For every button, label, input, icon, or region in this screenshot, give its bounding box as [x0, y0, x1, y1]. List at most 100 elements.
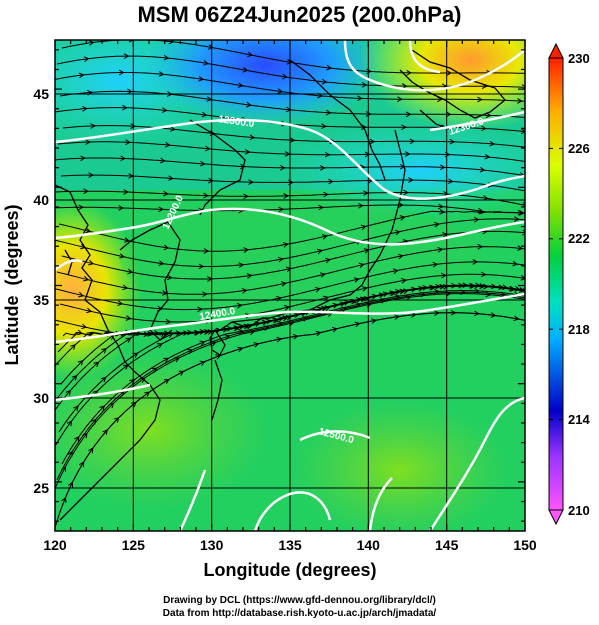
x-tick-label: 140 — [357, 537, 381, 553]
streamline-arrow — [432, 261, 439, 268]
streamline-arrow — [446, 70, 452, 76]
x-tick-labels: 120 125 130 135 140 145 150 — [43, 537, 537, 553]
streamline-arrow — [242, 67, 249, 73]
streamline-arrow — [246, 273, 253, 279]
streamline-arrow — [366, 302, 373, 308]
streamline-arrow — [202, 291, 208, 298]
colorbar-tick-label: 214 — [568, 412, 590, 427]
streamline-arrow — [199, 360, 206, 366]
streamline-arrow — [277, 88, 284, 94]
streamline-arrow — [158, 71, 165, 77]
streamline-arrow — [328, 178, 334, 185]
streamline-arrow — [278, 206, 284, 213]
y-tick-labels: 25 30 35 40 45 — [33, 86, 49, 496]
streamline-arrow — [130, 123, 136, 129]
streamline-arrow — [445, 111, 452, 118]
streamline-arrow — [249, 134, 256, 141]
credit-data-source: Data from http://database.rish.kyoto-u.a… — [162, 608, 437, 619]
streamline — [60, 174, 525, 192]
streamline-arrow — [203, 192, 209, 199]
streamline-arrow — [65, 389, 72, 396]
streamline-arrow — [160, 157, 166, 164]
streamline-arrow — [158, 260, 165, 266]
streamline-arrow — [442, 191, 449, 197]
streamline-arrow — [239, 163, 246, 170]
streamline-arrow — [445, 291, 452, 297]
streamline-arrow — [120, 155, 126, 162]
x-tick-label: 150 — [513, 537, 537, 553]
streamline-arrow — [354, 321, 361, 328]
streamline-arrow — [509, 286, 516, 292]
streamline-arrow — [285, 266, 292, 273]
streamline-arrow — [249, 329, 256, 336]
streamline-arrow — [317, 92, 323, 99]
streamline-arrow — [198, 76, 205, 82]
streamline-arrow — [326, 64, 333, 71]
streamline-arrow — [163, 190, 169, 197]
streamline-arrow — [244, 148, 251, 155]
y-tick-label: 30 — [33, 390, 49, 406]
streamline-arrow — [93, 361, 100, 368]
streamline-arrow — [358, 262, 365, 269]
streamline-arrow — [199, 160, 206, 167]
streamline-arrow — [209, 130, 216, 137]
streamline — [55, 285, 525, 448]
streamline-arrow — [78, 72, 85, 79]
streamline-arrow — [123, 189, 130, 195]
streamline-arrow — [470, 283, 476, 289]
streamline — [61, 290, 525, 465]
streamline-arrow — [77, 359, 84, 366]
graticule — [55, 40, 525, 531]
streamline-arrow — [83, 188, 90, 195]
streamline-arrow — [74, 435, 80, 442]
streamline-arrow — [522, 229, 525, 236]
colorbar-min-arrow — [548, 509, 564, 526]
streamline-arrow — [170, 126, 176, 132]
x-tick-label: 145 — [435, 537, 459, 553]
streamline — [61, 230, 525, 280]
streamline-arrow — [70, 344, 76, 350]
streamline-arrow — [401, 124, 407, 131]
streamline-arrow — [405, 294, 412, 301]
streamline-arrow — [361, 124, 367, 130]
streamline-arrow — [484, 153, 491, 160]
streamline-arrow — [158, 206, 165, 213]
streamline-arrow — [520, 275, 525, 281]
streamline-arrow — [123, 53, 130, 59]
streamline-arrow — [101, 348, 108, 354]
streamline-arrow — [408, 177, 414, 183]
streamline — [58, 210, 525, 252]
y-tick-label: 35 — [33, 292, 49, 308]
streamline-arrow — [276, 336, 283, 343]
streamline-arrow — [392, 268, 399, 274]
streamline-arrow — [168, 175, 174, 182]
colorbar-tick-label: 226 — [568, 141, 590, 156]
streamline-arrow — [485, 112, 492, 119]
colorbar: 210 214 218 222 226 230 — [548, 42, 590, 526]
streamline-arrow — [409, 138, 416, 145]
streamline-arrow — [351, 298, 358, 305]
streamline-arrow — [363, 190, 369, 196]
streamline-arrow — [163, 357, 170, 363]
streamline-arrow — [394, 229, 401, 236]
streamline-arrow — [401, 83, 408, 89]
streamline-arrow — [322, 295, 329, 302]
streamline-arrow — [434, 310, 440, 316]
streamline — [55, 204, 525, 214]
streamline-arrow — [447, 178, 454, 185]
streamline-arrow — [325, 109, 332, 116]
streamline-arrow — [286, 59, 293, 65]
streamline-arrow — [88, 40, 95, 46]
streamline-arrow — [397, 96, 403, 103]
streamline — [62, 125, 525, 148]
streamline-arrow — [279, 164, 286, 171]
streamline-arrow — [203, 60, 210, 66]
streamline-arrow — [480, 271, 487, 278]
streamline-arrow — [73, 405, 79, 412]
streamline-arrow — [194, 330, 201, 336]
streamline-arrow — [399, 215, 406, 221]
streamline — [55, 218, 525, 267]
streamline-arrow — [482, 195, 489, 201]
streamline-arrow — [124, 237, 131, 243]
streamline-arrow — [437, 247, 444, 253]
